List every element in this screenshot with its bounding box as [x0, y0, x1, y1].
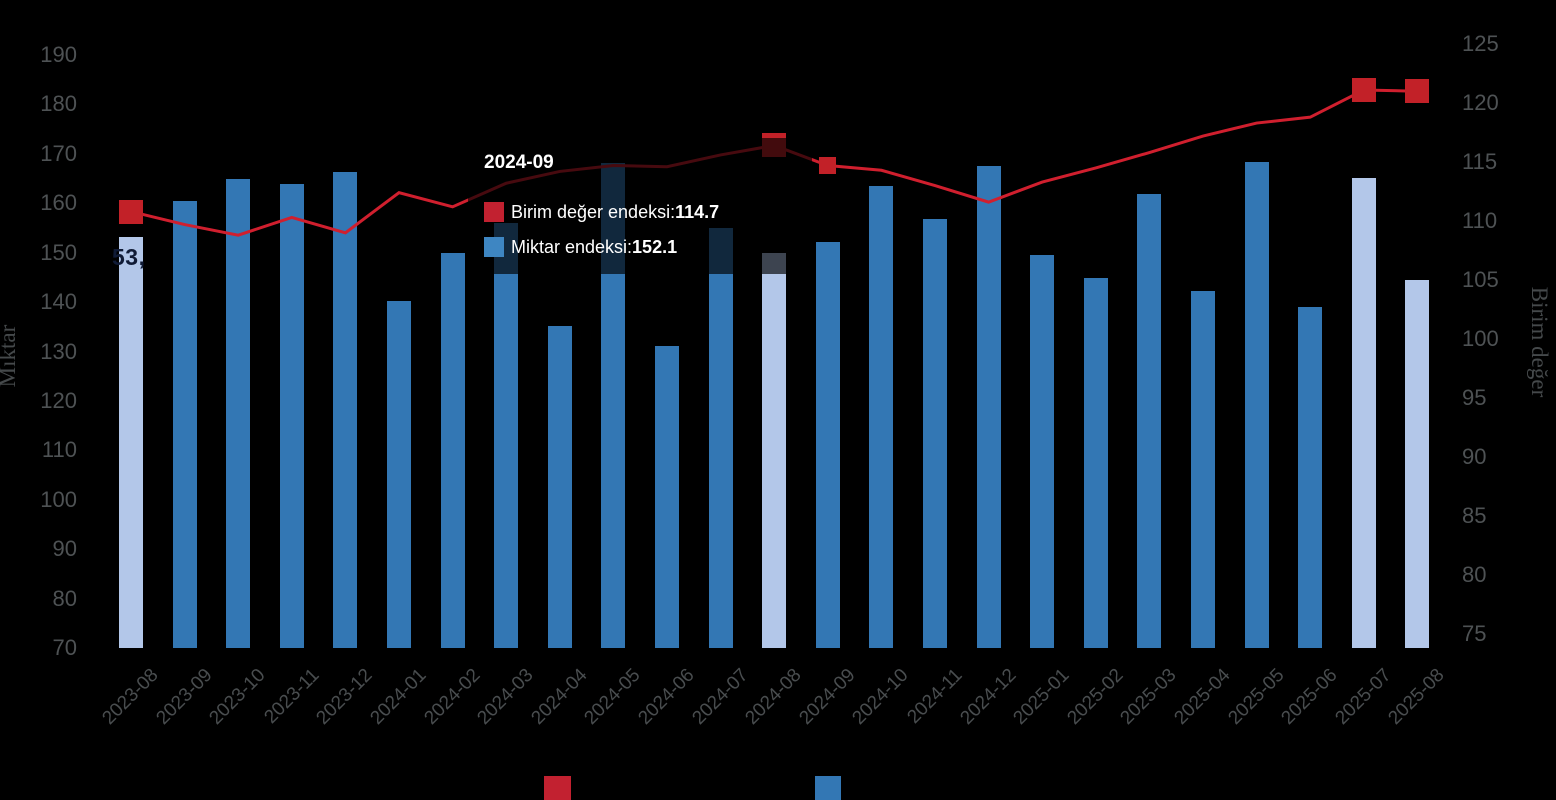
- bar-2025-01[interactable]: [1030, 255, 1055, 648]
- tooltip-value-line-series: 114.7: [675, 201, 720, 222]
- tooltip-swatch-blue: [484, 237, 504, 257]
- bar-2024-04[interactable]: [547, 326, 572, 648]
- bar-2024-03[interactable]: [494, 223, 519, 648]
- left-axis-tick-90: 90: [52, 536, 77, 562]
- bar-2025-02[interactable]: [1083, 277, 1108, 648]
- bar-2024-08[interactable]: [762, 252, 787, 648]
- right-axis-tick-95: 95: [1462, 385, 1487, 410]
- bar-2024-12[interactable]: [976, 165, 1001, 648]
- bar-2024-02[interactable]: [440, 253, 465, 648]
- right-axis-tick-75: 75: [1462, 621, 1487, 646]
- right-axis-tick-110: 110: [1462, 208, 1498, 233]
- bar-2025-06[interactable]: [1298, 307, 1323, 648]
- bar-2025-03[interactable]: [1137, 194, 1162, 648]
- bar-2024-09[interactable]: [815, 242, 840, 648]
- tooltip-label-line-series: Birim değer endeksi:: [511, 201, 676, 222]
- left-axis-tick-110: 110: [41, 437, 77, 463]
- left-axis-tick-120: 120: [40, 387, 77, 413]
- left-axis-tick-100: 100: [40, 486, 77, 512]
- left-axis-tick-150: 150: [40, 239, 77, 265]
- bar-2024-11[interactable]: [923, 219, 947, 648]
- bar-2024-06[interactable]: [655, 346, 679, 648]
- tooltip-row-bar-series: Miktar endeksi: 152.1: [484, 235, 812, 259]
- left-axis-tick-80: 80: [52, 585, 77, 611]
- tooltip-label-bar-series: Miktar endeksi:: [511, 236, 633, 257]
- bar-2024-07[interactable]: [708, 227, 733, 648]
- bar-2023-11[interactable]: [279, 184, 304, 648]
- right-axis-tick-105: 105: [1462, 267, 1499, 292]
- bar-2023-08[interactable]: [119, 236, 143, 648]
- tooltip-value-bar-series: 152.1: [632, 236, 678, 257]
- right-axis-tick-115: 115: [1462, 149, 1498, 174]
- tooltip: 2024-09 Birim değer endeksi: 114.7 Mikta…: [468, 138, 812, 274]
- line-marker-2025-07[interactable]: [1351, 78, 1376, 103]
- legend-swatch-line-series[interactable]: [544, 776, 571, 800]
- bar-2024-10[interactable]: [869, 185, 894, 648]
- left-axis-tick-190: 190: [40, 42, 77, 67]
- line-marker-2023-08[interactable]: [119, 199, 143, 224]
- line-marker-2025-08[interactable]: [1405, 79, 1430, 104]
- left-axis-tick-180: 180: [40, 91, 77, 117]
- bar-2024-01[interactable]: [387, 301, 411, 648]
- left-axis-tick-130: 130: [40, 338, 77, 364]
- first-bar-data-label: 53,: [112, 244, 146, 270]
- tooltip-row-line-series: Birim değer endeksi: 114.7: [484, 200, 812, 224]
- tooltip-title: 2024-09: [484, 152, 554, 173]
- right-axis-tick-80: 80: [1462, 562, 1487, 587]
- bar-2023-09[interactable]: [172, 200, 197, 648]
- right-axis-tick-100: 100: [1462, 326, 1499, 351]
- right-axis-tick-125: 125: [1462, 31, 1499, 56]
- bar-2025-04[interactable]: [1191, 291, 1215, 648]
- left-axis-tick-70: 70: [52, 635, 77, 660]
- left-axis-tick-140: 140: [40, 289, 77, 315]
- bar-2023-10[interactable]: [226, 178, 251, 648]
- bar-2025-07[interactable]: [1351, 178, 1376, 648]
- right-axis-tick-85: 85: [1462, 503, 1487, 528]
- bar-2025-05[interactable]: [1244, 162, 1269, 648]
- right-axis-tick-120: 120: [1462, 90, 1499, 115]
- bar-2025-08[interactable]: [1405, 279, 1430, 648]
- legend-swatch-bar-series[interactable]: [815, 776, 841, 800]
- left-axis-tick-170: 170: [40, 140, 77, 166]
- hovered-point-marker-2024-09[interactable]: [819, 157, 837, 175]
- left-axis-tick-160: 160: [40, 190, 77, 216]
- bar-2023-12[interactable]: [333, 172, 358, 648]
- tooltip-swatch-red: [484, 202, 504, 222]
- right-axis-tick-90: 90: [1462, 444, 1487, 469]
